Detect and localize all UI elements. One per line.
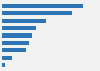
Bar xyxy=(2,4,83,8)
Bar xyxy=(2,26,36,30)
Bar xyxy=(2,33,32,38)
Bar xyxy=(2,63,5,67)
Bar xyxy=(2,11,72,15)
Bar xyxy=(2,19,46,23)
Bar xyxy=(2,41,29,45)
Bar xyxy=(2,56,12,60)
Bar xyxy=(2,48,26,52)
